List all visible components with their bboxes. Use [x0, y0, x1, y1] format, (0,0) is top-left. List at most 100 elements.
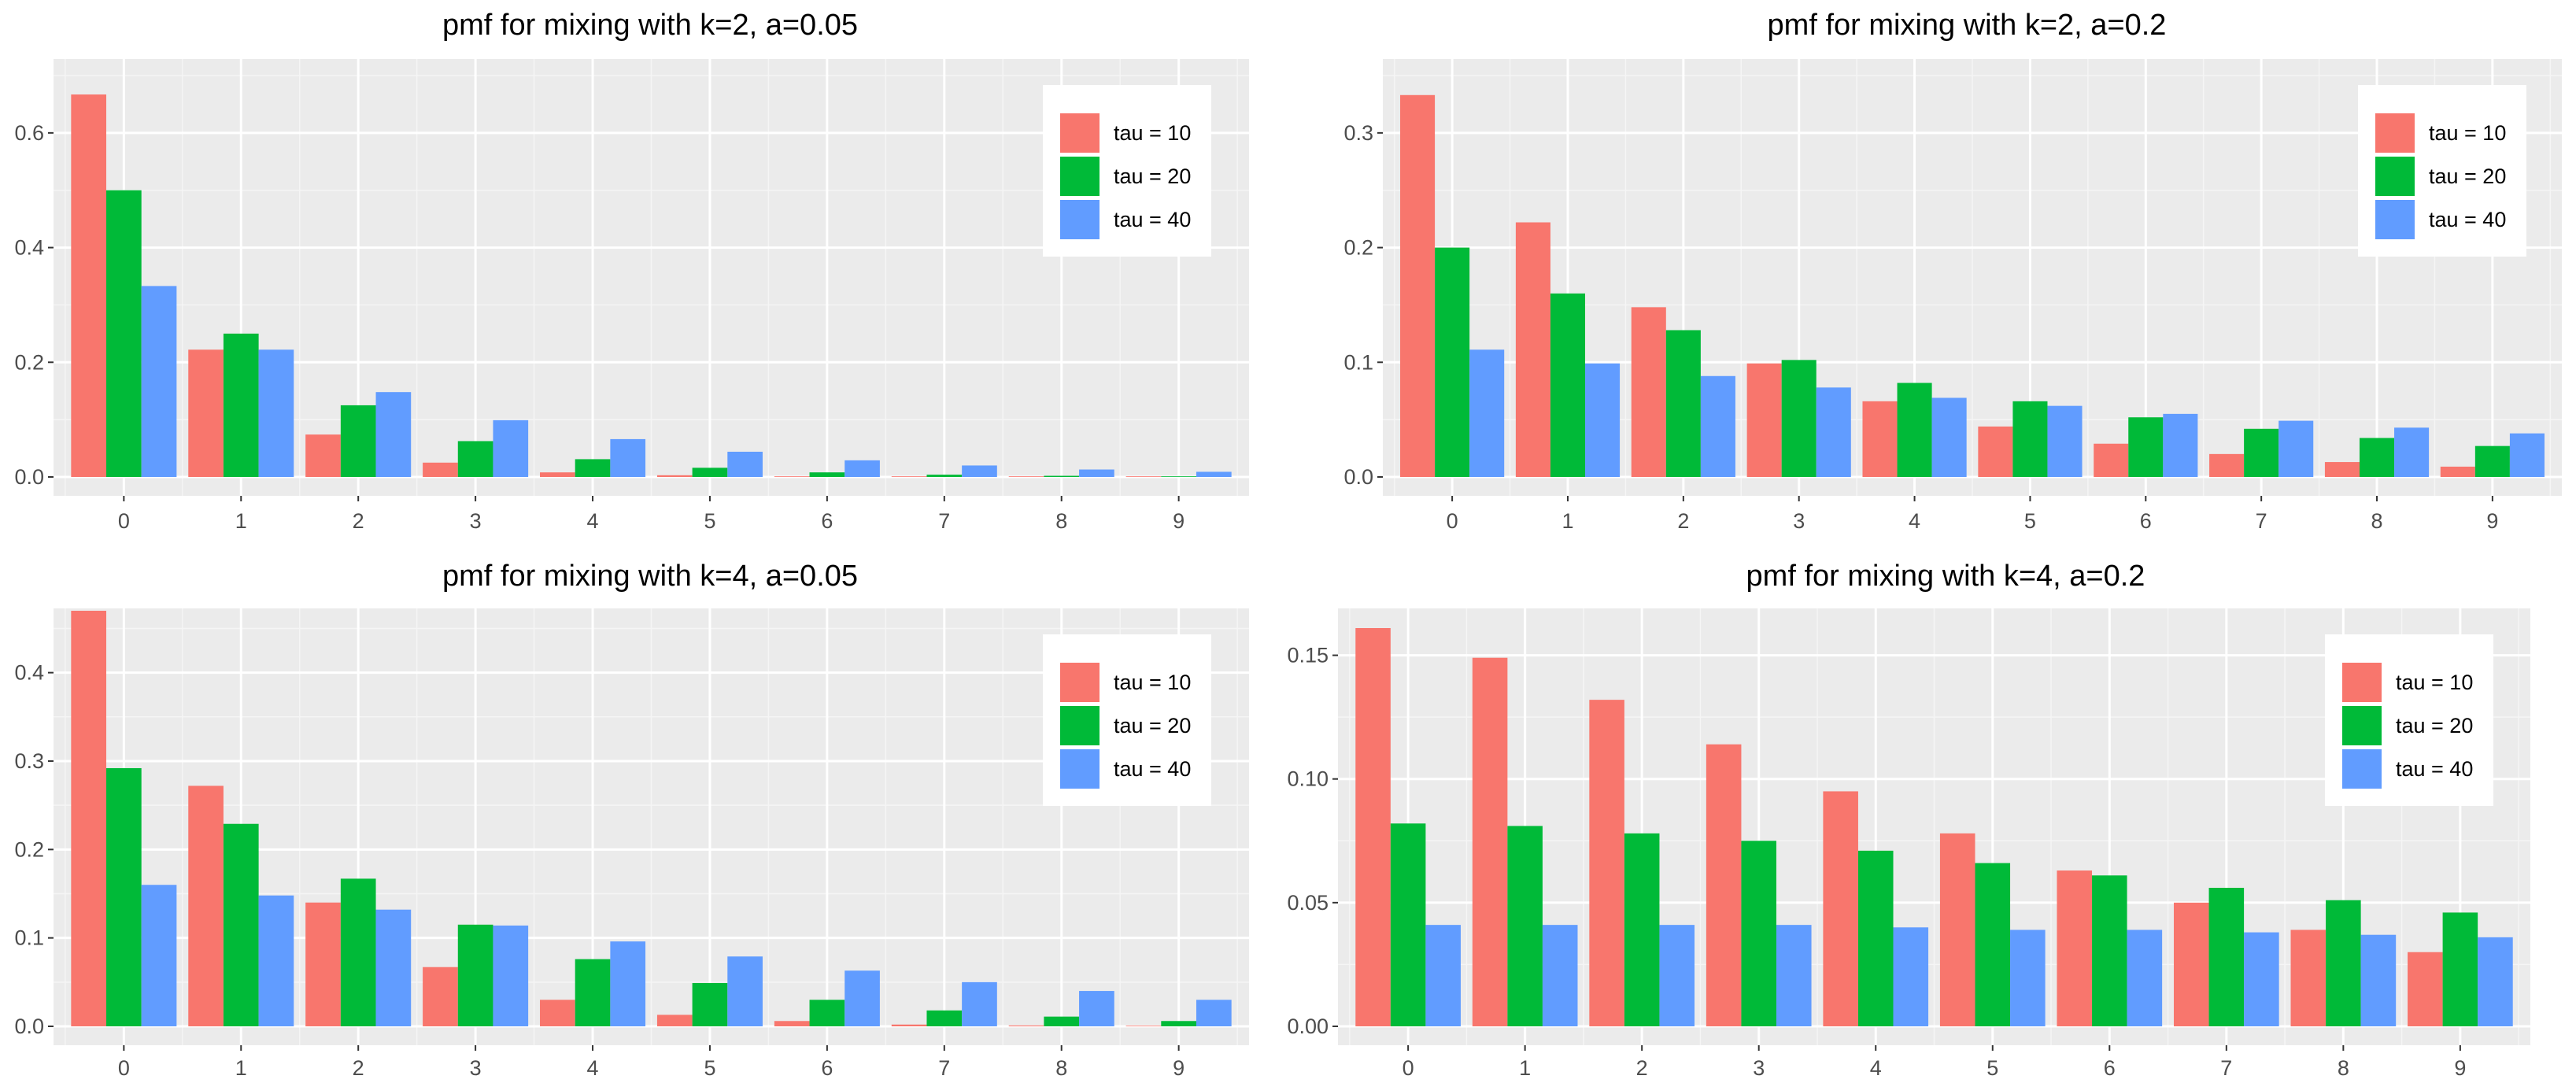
bar-tau-40-x9 [1196, 471, 1232, 477]
bar-tau-10-x2 [1631, 307, 1666, 477]
x-tick-label: 7 [2256, 509, 2267, 533]
bar-tau-40-x4 [1931, 397, 1967, 477]
y-tick-label: 0.1 [14, 926, 44, 950]
bar-tau-10-x4 [540, 472, 575, 477]
bar-tau-20-x4 [575, 459, 611, 477]
bar-tau-40-x1 [258, 349, 294, 477]
bar-tau-20-x9 [2442, 912, 2478, 1026]
bar-tau-10-x9 [1125, 476, 1162, 477]
x-tick-label: 6 [821, 509, 833, 533]
legend-label: tau = 40 [2396, 757, 2473, 781]
bar-tau-10-x6 [2094, 443, 2129, 477]
bar-tau-10-x3 [423, 462, 458, 477]
y-tick-label: 0.0 [1343, 465, 1373, 489]
bar-tau-10-x0 [1400, 94, 1436, 478]
y-tick-label: 0.2 [14, 837, 44, 861]
chart-title: pmf for mixing with k=2, a=0.05 [442, 9, 858, 42]
x-tick-label: 3 [1753, 1056, 1765, 1080]
bar-tau-10-x5 [1939, 833, 1975, 1026]
bar-tau-10-x1 [1472, 657, 1508, 1026]
bar-tau-10-x0 [71, 94, 107, 478]
bar-tau-40-x7 [962, 465, 997, 477]
bar-tau-40-x2 [1700, 375, 1735, 477]
bar-tau-20-x1 [223, 333, 259, 477]
bar-tau-40-x6 [844, 970, 880, 1026]
x-tick-label: 2 [353, 509, 364, 533]
legend-label: tau = 40 [2429, 208, 2506, 231]
y-tick-label: 0.15 [1287, 644, 1329, 667]
bar-tau-40-x4 [610, 438, 646, 477]
legend: tau = 10 tau = 20 tau = 40 [1043, 634, 1211, 806]
bar-tau-20-x0 [106, 767, 142, 1026]
bar-tau-20-x8 [2359, 438, 2395, 477]
bar-tau-10-x7 [2173, 902, 2209, 1026]
x-tick-label: 4 [587, 509, 599, 533]
legend-label: tau = 10 [2396, 671, 2473, 694]
bar-tau-20-x5 [2012, 401, 2048, 477]
bar-tau-40-x4 [610, 941, 646, 1026]
bar-tau-20-x0 [106, 190, 142, 477]
bar-tau-40-x7 [2244, 932, 2279, 1026]
legend: tau = 10 tau = 20 tau = 40 [2325, 634, 2493, 806]
bar-tau-20-x5 [1975, 863, 2011, 1026]
bar-tau-20-x3 [1741, 841, 1776, 1026]
legend-key [2375, 200, 2415, 239]
bar-tau-10-x1 [188, 349, 224, 477]
chart-panel-2: pmf for mixing with k=2, a=0.2 0.0 0.1 0.2 0… [1343, 9, 2562, 533]
bar-tau-40-x6 [844, 460, 880, 477]
x-tick-label: 9 [2454, 1056, 2466, 1080]
x-tick-label: 2 [1677, 509, 1689, 533]
x-tick-label: 5 [1987, 1056, 1998, 1080]
bar-tau-40-x5 [727, 956, 763, 1026]
bar-tau-20-x7 [2244, 428, 2279, 477]
bar-tau-20-x9 [1161, 476, 1196, 477]
y-tick-label: 0.3 [14, 749, 44, 773]
x-tick-label: 6 [2140, 509, 2152, 533]
bar-tau-10-x7 [2209, 453, 2245, 477]
bar-tau-10-x2 [1589, 700, 1624, 1026]
legend-label: tau = 10 [1114, 121, 1191, 145]
bar-tau-10-x7 [891, 476, 927, 477]
bar-tau-40-x1 [258, 895, 294, 1026]
x-tick-label: 7 [938, 509, 950, 533]
legend-label: tau = 20 [1114, 164, 1191, 188]
bar-tau-40-x3 [493, 925, 529, 1026]
y-tick-label: 0.3 [1343, 121, 1373, 145]
bar-tau-40-x4 [1893, 927, 1929, 1026]
legend-key [2342, 706, 2382, 745]
bar-tau-40-x2 [375, 392, 412, 477]
x-tick-label: 5 [704, 509, 715, 533]
x-tick-label: 6 [2104, 1056, 2116, 1080]
bar-tau-10-x0 [71, 611, 107, 1026]
chart-title: pmf for mixing with k=4, a=0.2 [1746, 560, 2145, 593]
x-tick-label: 6 [821, 1056, 833, 1080]
y-tick-label: 0.0 [14, 1015, 44, 1038]
y-tick-label: 0.2 [1343, 236, 1373, 260]
bar-tau-40-x7 [962, 981, 997, 1026]
bar-tau-40-x1 [1542, 925, 1578, 1026]
chart-panel-3: pmf for mixing with k=4, a=0.05 0.0 0.1 0.2… [14, 560, 1249, 1080]
x-tick-label: 0 [118, 509, 130, 533]
x-tick-label: 2 [1636, 1056, 1648, 1080]
bar-tau-10-x6 [2057, 870, 2093, 1026]
x-tick-label: 1 [1561, 509, 1573, 533]
x-tick-label: 5 [704, 1056, 715, 1080]
bar-tau-10-x7 [891, 1024, 927, 1026]
chart-panel-1: pmf for mixing with k=2, a=0.05 0.0 0.2 0.4… [14, 9, 1249, 533]
legend-key [2375, 113, 2415, 153]
bar-tau-10-x4 [540, 1000, 575, 1026]
y-tick-label: 0.1 [1343, 350, 1373, 374]
legend-label: tau = 10 [1114, 671, 1191, 694]
chart-title: pmf for mixing with k=4, a=0.05 [442, 560, 858, 593]
bar-tau-20-x9 [2474, 445, 2510, 477]
x-tick-label: 8 [2338, 1056, 2349, 1080]
legend-label: tau = 40 [1114, 757, 1191, 781]
bar-tau-40-x3 [493, 420, 529, 477]
bar-tau-10-x8 [1008, 476, 1044, 477]
legend-key [2342, 663, 2382, 702]
x-tick-label: 4 [1909, 509, 1920, 533]
bar-tau-40-x0 [1469, 349, 1505, 477]
bar-tau-10-x5 [656, 1015, 693, 1026]
x-tick-label: 1 [1519, 1056, 1531, 1080]
bar-tau-20-x2 [1624, 833, 1660, 1026]
